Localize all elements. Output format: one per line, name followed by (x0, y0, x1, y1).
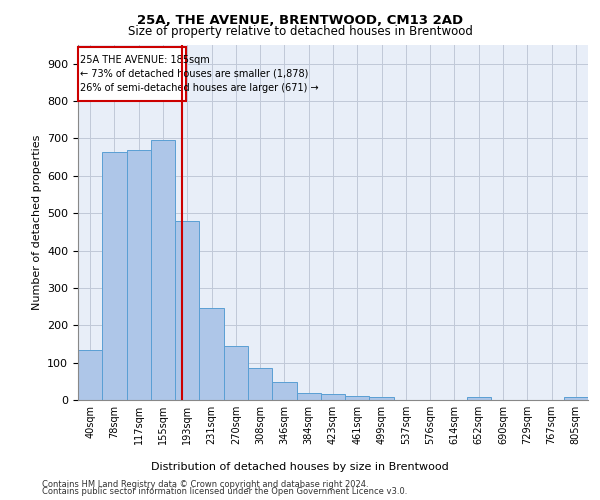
FancyBboxPatch shape (78, 47, 186, 101)
Y-axis label: Number of detached properties: Number of detached properties (32, 135, 41, 310)
Bar (272, 382, 296, 400)
Bar (127, 150, 151, 400)
Bar (102, 152, 127, 400)
Text: Size of property relative to detached houses in Brentwood: Size of property relative to detached ho… (128, 25, 472, 38)
Bar (345, 396, 370, 400)
Text: Distribution of detached houses by size in Brentwood: Distribution of detached houses by size … (151, 462, 449, 472)
Text: Contains HM Land Registry data © Crown copyright and database right 2024.: Contains HM Land Registry data © Crown c… (42, 480, 368, 489)
Bar (151, 140, 175, 400)
Bar (175, 220, 199, 400)
Bar (78, 350, 102, 400)
Bar (296, 392, 321, 400)
Bar (467, 397, 491, 400)
Text: 25A, THE AVENUE, BRENTWOOD, CM13 2AD: 25A, THE AVENUE, BRENTWOOD, CM13 2AD (137, 14, 463, 27)
Text: Contains public sector information licensed under the Open Government Licence v3: Contains public sector information licen… (42, 487, 407, 496)
Text: 25A THE AVENUE: 185sqm
← 73% of detached houses are smaller (1,878)
26% of semi-: 25A THE AVENUE: 185sqm ← 73% of detached… (80, 55, 319, 93)
Bar (370, 398, 394, 400)
Bar (564, 397, 588, 400)
Bar (224, 346, 248, 400)
Bar (321, 394, 345, 400)
Bar (199, 308, 224, 400)
Bar (248, 368, 272, 400)
